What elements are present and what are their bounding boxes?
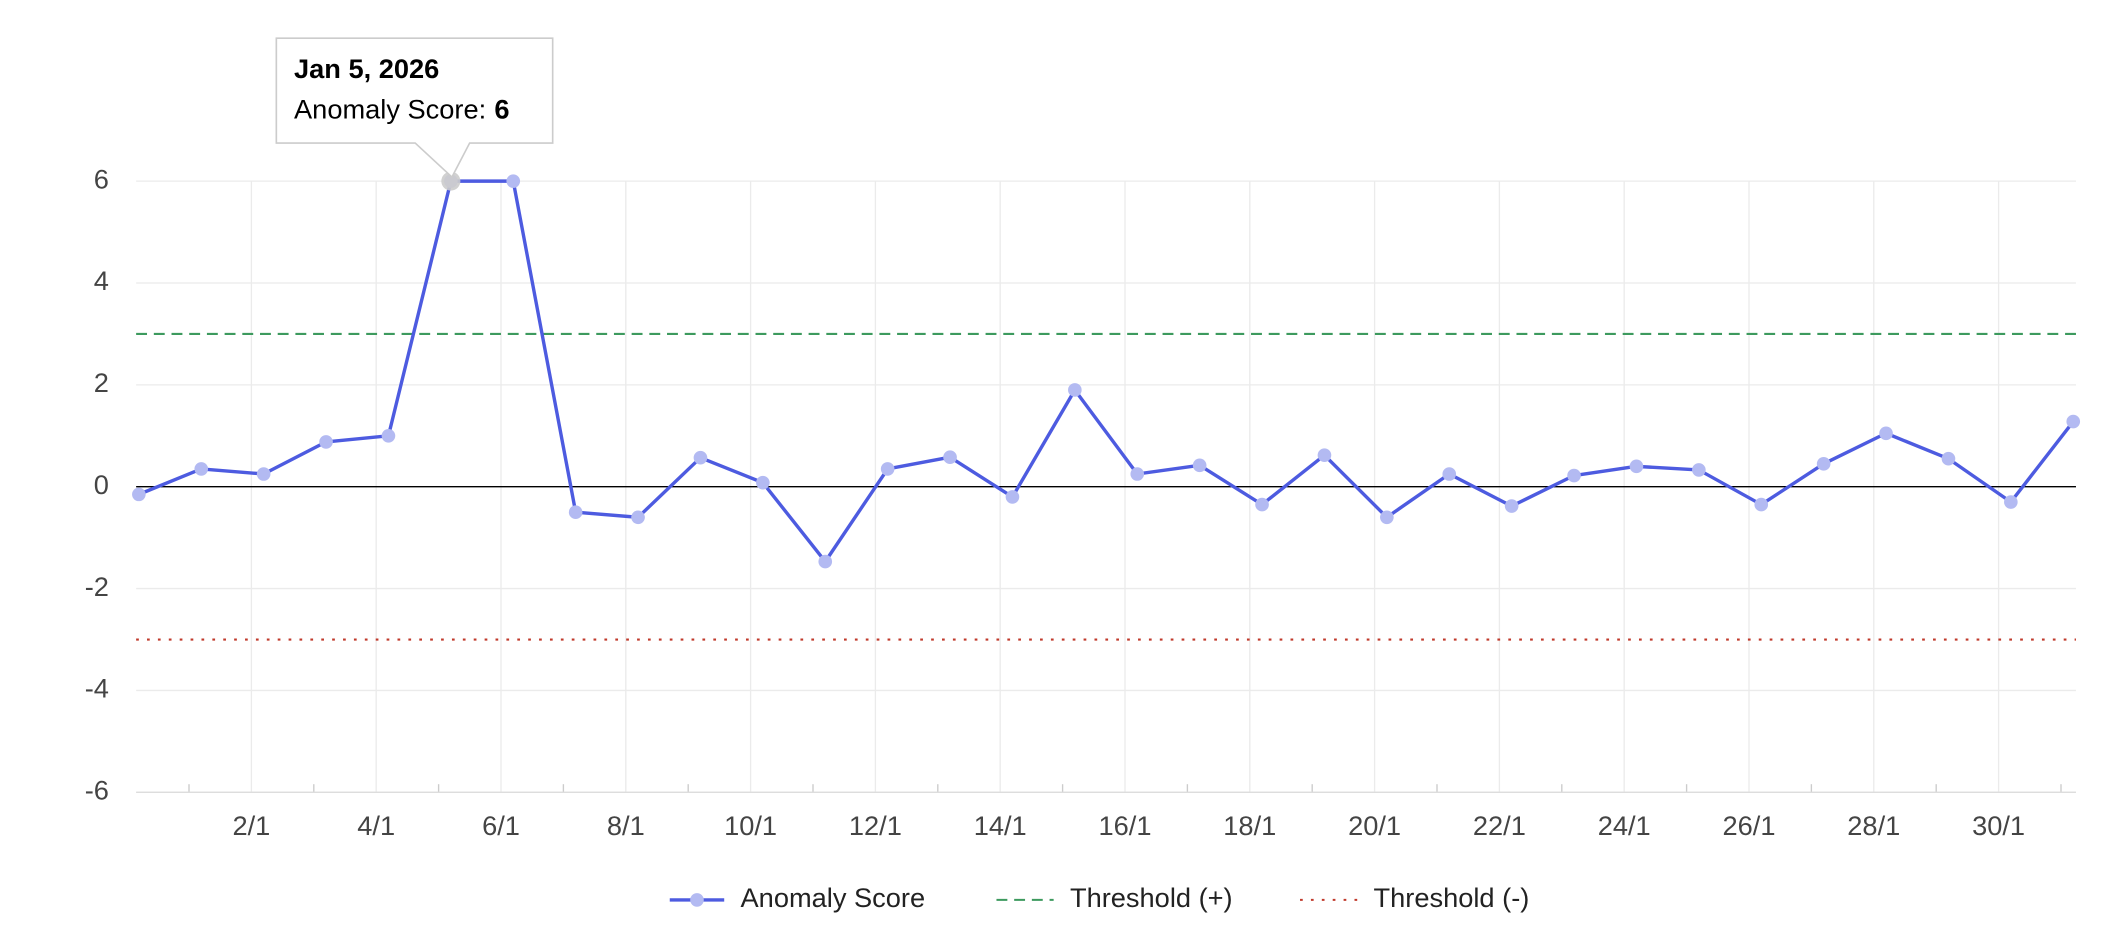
y-tick-label: -2	[85, 571, 109, 602]
x-tick-label: 14/1	[974, 810, 1027, 841]
data-point	[1692, 463, 1706, 477]
x-tick-label: 18/1	[1223, 810, 1276, 841]
legend-label: Threshold (+)	[1070, 882, 1233, 913]
tooltip-box	[275, 37, 554, 179]
data-point	[1754, 497, 1769, 512]
hover-point	[441, 171, 461, 191]
x-tick-label: 16/1	[1099, 810, 1152, 841]
data-point	[256, 467, 271, 481]
y-tick-label: 6	[94, 163, 109, 194]
x-tick-label: 8/1	[607, 810, 645, 841]
data-point	[693, 450, 708, 465]
data-point	[194, 462, 209, 476]
data-point	[1879, 426, 1893, 441]
legend-marker	[690, 893, 704, 907]
data-point	[1380, 510, 1394, 525]
series-line	[138, 179, 2075, 564]
data-point	[1629, 459, 1644, 474]
tooltip-value: 6	[494, 94, 509, 125]
data-point	[1255, 497, 1269, 512]
x-tick-label: 12/1	[849, 810, 902, 841]
x-tick-label: 24/1	[1598, 810, 1651, 841]
data-point	[1130, 467, 1145, 481]
data-point	[381, 428, 396, 443]
x-tick-label: 2/1	[232, 810, 270, 841]
data-point	[1941, 451, 1956, 466]
data-point	[1567, 468, 1581, 483]
x-tick-label: 28/1	[1847, 810, 1900, 841]
data-point	[756, 475, 770, 490]
x-tick-label: 20/1	[1348, 810, 1401, 841]
legend-label: Anomaly Score	[741, 882, 926, 913]
data-point	[506, 174, 521, 188]
x-tick-label: 22/1	[1473, 810, 1526, 841]
data-point	[1442, 467, 1457, 481]
data-point	[1068, 383, 1082, 397]
y-tick-label: 2	[94, 367, 109, 398]
x-tick-label: 4/1	[357, 810, 395, 841]
x-tick-label: 26/1	[1723, 810, 1776, 841]
data-point	[2066, 414, 2081, 429]
data-point	[1005, 490, 1020, 504]
y-tick-label: 0	[94, 469, 109, 500]
data-point	[943, 450, 957, 465]
data-point	[1504, 499, 1519, 513]
data-point	[1192, 458, 1207, 473]
data-point	[2004, 495, 2018, 509]
data-point	[1816, 457, 1831, 471]
data-point	[1317, 448, 1332, 462]
y-tick-label: -4	[85, 673, 109, 704]
data-point	[818, 554, 833, 569]
y-tick-label: 4	[94, 265, 109, 296]
tooltip-title: Jan 5, 2026	[294, 53, 439, 84]
y-tick-label: -6	[85, 775, 109, 806]
data-point	[132, 487, 146, 502]
x-tick-label: 10/1	[724, 810, 777, 841]
x-tick-label: 6/1	[482, 810, 520, 841]
tooltip-label: Anomaly Score:	[294, 94, 486, 125]
tooltip-line: Anomaly Score: 6	[294, 94, 509, 125]
data-point	[880, 462, 895, 476]
x-tick-label: 30/1	[1972, 810, 2025, 841]
data-point	[631, 510, 645, 525]
legend-label: Threshold (-)	[1374, 882, 1530, 913]
data-point	[319, 435, 333, 449]
data-point	[568, 505, 583, 520]
